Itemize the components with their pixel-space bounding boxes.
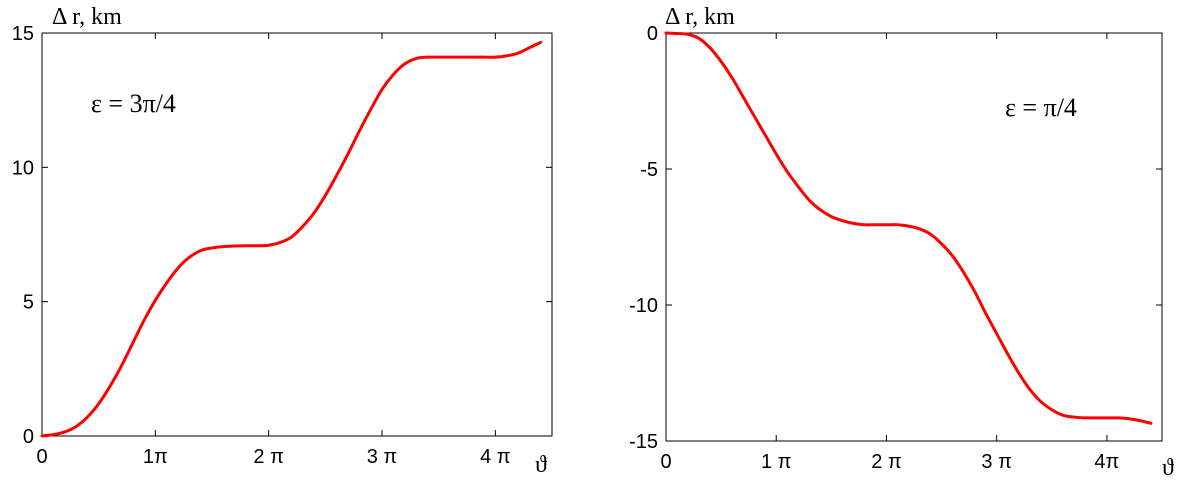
left-x-tick-label-2: 2 π xyxy=(253,446,283,468)
right-series-line-0 xyxy=(666,33,1151,423)
right-y-tick-label-3: -15 xyxy=(629,431,658,453)
right-x-tick-label-0: 0 xyxy=(660,451,671,473)
left-x-tick-label-3: 3 π xyxy=(367,446,397,468)
left-y-tick-label-3: 15 xyxy=(12,23,34,45)
left-x-tick-label-0: 0 xyxy=(36,446,47,468)
left-annotation-epsilon: ε = 3π/4 xyxy=(91,89,176,118)
right-annotation-epsilon: ε = π/4 xyxy=(1005,93,1077,122)
right-x-tick-label-2: 2 π xyxy=(871,451,901,473)
right-y-tick-label-2: -10 xyxy=(629,295,658,317)
right-y-tick-label-0: 0 xyxy=(647,23,658,45)
left-y-axis-label: Δ r, km xyxy=(52,4,122,30)
right-chart-panel: Δ r, km ϑ ε = π/4 0 1 π 2 π 3 π 4π 0 -5 -10 -15 xyxy=(629,4,1174,481)
right-x-tick-label-4: 4π xyxy=(1094,451,1119,473)
left-y-tick-label-1: 5 xyxy=(23,292,34,314)
right-y-tick-label-1: -5 xyxy=(640,159,658,181)
left-x-axis-label: ϑ xyxy=(535,452,547,478)
left-y-tick-label-2: 10 xyxy=(12,157,34,179)
left-x-tick-label-4: 4 π xyxy=(480,446,510,468)
right-x-tick-label-3: 3 π xyxy=(981,451,1011,473)
left-y-tick-label-0: 0 xyxy=(23,426,34,448)
left-chart-panel: Δ r, km ϑ ε = 3π/4 0 1π 2 π 3 π 4 π 0 5 10 15 xyxy=(12,4,552,478)
left-x-tick-label-1: 1π xyxy=(143,446,168,468)
right-axis-ticks: 0 1 π 2 π 3 π 4π 0 -5 -10 -15 xyxy=(629,23,1162,473)
right-y-axis-label: Δ r, km xyxy=(665,4,735,30)
right-x-tick-label-1: 1 π xyxy=(761,451,791,473)
right-x-axis-label: ϑ xyxy=(1162,455,1174,481)
right-series-group xyxy=(666,33,1151,423)
